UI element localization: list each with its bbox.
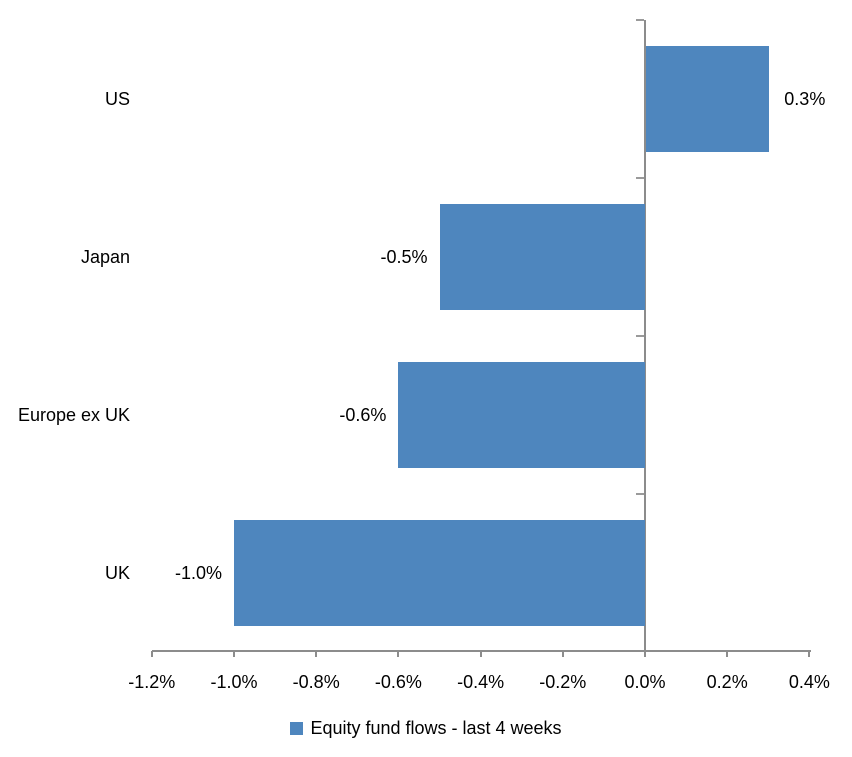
x-axis-tick-label: 0.2% (706, 672, 748, 692)
category-label: US (104, 89, 130, 109)
bar-value-label: -1.0% (174, 563, 222, 583)
bar (646, 46, 770, 152)
category-label: Europe ex UK (17, 405, 130, 425)
bar-value-label: -0.5% (380, 247, 428, 267)
category-label: UK (104, 563, 130, 583)
x-axis-tick (644, 651, 646, 657)
x-axis-tick-label: -1.2% (128, 672, 176, 692)
value-zero-axis-line (644, 20, 646, 651)
x-axis-tick (150, 651, 153, 657)
x-axis-tick (233, 651, 235, 657)
x-axis-tick-label: -1.0% (210, 672, 258, 692)
category-axis-tick (636, 19, 644, 21)
x-axis-tick (479, 651, 482, 657)
x-axis-line (151, 650, 812, 652)
bar-value-label: -0.6% (339, 405, 387, 425)
bar-value-label: 0.3% (784, 89, 826, 109)
x-axis-tick (808, 651, 811, 657)
bar (439, 204, 645, 310)
category-label: Japan (80, 247, 130, 267)
bar (398, 362, 645, 468)
x-axis-tick-label: -0.2% (539, 672, 587, 692)
x-axis-tick (315, 651, 318, 657)
legend-swatch-icon (290, 722, 304, 735)
legend-label: Equity fund flows - last 4 weeks (310, 718, 562, 738)
x-axis-tick (397, 651, 400, 657)
x-axis-tick-label: 0.0% (624, 672, 666, 692)
x-axis-tick-label: -0.6% (374, 672, 422, 692)
x-axis-tick (726, 651, 729, 657)
x-axis-tick-label: -0.4% (457, 672, 505, 692)
category-axis-tick (636, 493, 644, 495)
legend: Equity fund flows - last 4 weeks (0, 718, 852, 739)
x-axis-tick-label: 0.4% (788, 672, 830, 692)
x-axis-tick-label: -0.8% (292, 672, 340, 692)
x-axis-tick (561, 651, 564, 657)
bar (234, 520, 645, 626)
category-axis-tick (636, 177, 644, 179)
category-axis-tick (636, 335, 644, 337)
